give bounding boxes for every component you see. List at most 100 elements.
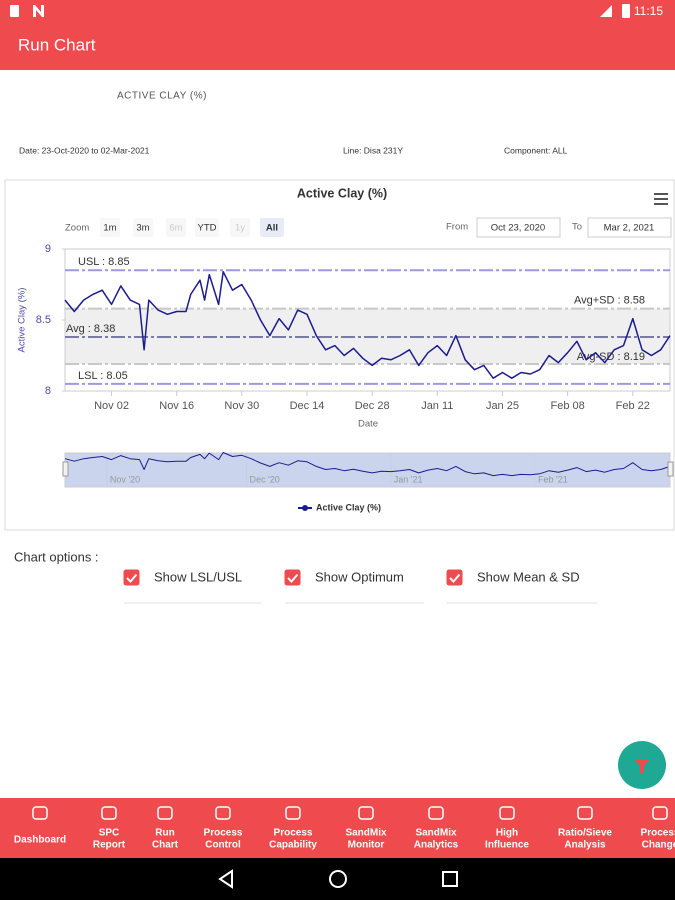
nav-label[interactable]: Process xyxy=(204,828,243,839)
x-tick-label: Nov 16 xyxy=(159,400,194,412)
nav-icon[interactable] xyxy=(358,806,374,820)
bottom-nav xyxy=(0,798,675,858)
clock: 11:15 xyxy=(634,4,663,18)
zoom-button-label: 3m xyxy=(136,223,149,234)
nav-icon[interactable] xyxy=(577,806,593,820)
x-tick-label: Feb 08 xyxy=(550,400,584,412)
to-input[interactable] xyxy=(587,217,672,238)
nav-label[interactable]: Capability xyxy=(269,840,317,851)
legend-label[interactable]: Active Clay (%) xyxy=(316,502,381,512)
checkmark xyxy=(449,573,461,583)
chart-title: Active Clay (%) xyxy=(297,186,387,200)
nav-icon[interactable] xyxy=(215,806,231,820)
checkbox[interactable] xyxy=(123,569,140,586)
nav-icon[interactable] xyxy=(101,806,117,820)
x-tick-label: Nov 30 xyxy=(224,400,259,412)
nav-label[interactable]: High xyxy=(496,828,518,839)
line-info: Line: Disa 231Y xyxy=(343,145,403,155)
nav-label[interactable]: Control xyxy=(205,840,241,851)
zoom-button[interactable] xyxy=(100,218,120,237)
nav-label[interactable]: Report xyxy=(93,840,126,851)
x-tick-label: Feb 22 xyxy=(616,400,650,412)
nav-label[interactable]: Ratio/Sieve xyxy=(558,828,612,839)
nav-label[interactable]: Monitor xyxy=(348,840,385,851)
nav-icon[interactable] xyxy=(652,806,668,820)
status-icon xyxy=(33,5,44,17)
checkbox[interactable] xyxy=(446,569,463,586)
app-header xyxy=(0,0,675,70)
checkbox[interactable] xyxy=(284,569,301,586)
zoom-button-label: 1y xyxy=(235,223,245,234)
y-axis-title: Active Clay (%) xyxy=(17,288,28,353)
zoom-button xyxy=(230,218,250,237)
nav-label[interactable]: Run xyxy=(155,828,174,839)
checkbox-label[interactable]: Show Optimum xyxy=(315,569,404,584)
nav-label[interactable]: Influence xyxy=(485,840,529,851)
nav-label[interactable]: Process xyxy=(274,828,313,839)
nav-label[interactable]: SPC xyxy=(99,828,120,839)
zoom-label: Zoom xyxy=(65,223,89,234)
checkbox-label[interactable]: Show Mean & SD xyxy=(477,569,580,584)
from-label: From xyxy=(446,222,468,233)
nav-icon[interactable] xyxy=(428,806,444,820)
zoom-button[interactable] xyxy=(195,218,219,237)
checkmark xyxy=(287,573,299,583)
navigator-handle[interactable] xyxy=(667,461,674,477)
nav-label[interactable]: Change xyxy=(642,840,675,851)
options-label: Chart options : xyxy=(14,549,99,564)
zoom-button-label: 1m xyxy=(103,223,116,234)
nav-label[interactable]: SandMix xyxy=(415,828,457,839)
navigator-label: Dec '20 xyxy=(250,474,280,484)
navigator-line xyxy=(64,452,671,477)
nav-icon[interactable] xyxy=(499,806,515,820)
zoom-button[interactable] xyxy=(260,218,284,237)
nav-label[interactable]: Analytics xyxy=(414,840,459,851)
x-axis-title: Date xyxy=(358,419,378,430)
menu-button[interactable] xyxy=(654,193,668,205)
navigator[interactable] xyxy=(64,452,671,488)
nav-icon[interactable] xyxy=(285,806,301,820)
checkmark xyxy=(126,573,138,583)
nav-label[interactable]: SandMix xyxy=(345,828,387,839)
nav-label[interactable]: Chart xyxy=(152,840,179,851)
y-tick-label: 9 xyxy=(45,243,51,255)
from-input[interactable] xyxy=(476,217,561,238)
to-date: Mar 2, 2021 xyxy=(604,223,655,234)
zoom-button xyxy=(166,218,186,237)
x-tick-label: Dec 14 xyxy=(290,400,325,412)
nav-icon[interactable] xyxy=(32,806,48,820)
zoom-button-label: All xyxy=(266,223,278,234)
plot-line-label: Avg+SD : 8.58 xyxy=(574,295,645,307)
to-label: To xyxy=(572,222,582,233)
x-tick-label: Jan 11 xyxy=(421,400,453,412)
filter-icon xyxy=(634,759,650,774)
system-nav xyxy=(0,858,675,900)
nav-label[interactable]: Process xyxy=(641,828,675,839)
y-tick-label: 8 xyxy=(45,385,51,397)
legend-marker xyxy=(302,505,308,511)
checkbox-label[interactable]: Show LSL/USL xyxy=(154,569,242,584)
y-tick-label: 8.5 xyxy=(36,314,51,326)
x-tick-label: Nov 02 xyxy=(94,400,129,412)
home-button[interactable] xyxy=(329,870,347,888)
signal-icon xyxy=(600,5,612,17)
nav-label[interactable]: Dashboard xyxy=(14,835,66,846)
plot-line-label: LSL : 8.05 xyxy=(78,370,128,382)
back-button[interactable] xyxy=(218,869,233,889)
plot-line-label: Avg : 8.38 xyxy=(66,323,115,335)
battery-icon xyxy=(622,4,630,18)
nav-icon[interactable] xyxy=(157,806,173,820)
recents-button[interactable] xyxy=(442,871,458,887)
x-tick-label: Jan 25 xyxy=(486,400,519,412)
navigator-label: Jan '21 xyxy=(394,474,423,484)
navigator-handle[interactable] xyxy=(62,461,69,477)
date-range: Date: 23-Oct-2020 to 02-Mar-2021 xyxy=(19,145,150,155)
zoom-button-label: 6m xyxy=(169,223,182,234)
plot-line-label: USL : 8.85 xyxy=(78,256,130,268)
nav-label[interactable]: Analysis xyxy=(564,840,606,851)
component-info: Component: ALL xyxy=(504,145,568,155)
data-line xyxy=(64,270,671,379)
zoom-button[interactable] xyxy=(133,218,153,237)
plot-line-label: Avg-SD : 8.19 xyxy=(577,351,645,363)
